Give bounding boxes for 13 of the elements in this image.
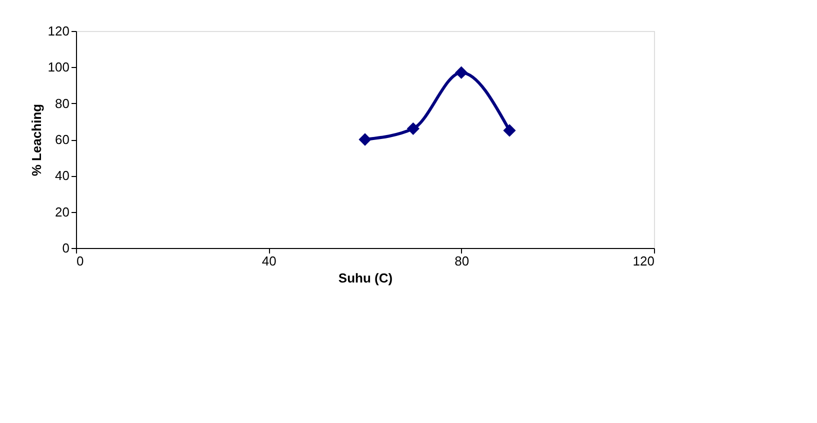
y-tick-label: 100 [48,60,70,75]
x-tick-label: 0 [76,254,84,268]
x-tick-label: 80 [454,254,470,268]
y-tick-label: 40 [55,168,70,184]
x-tick-label: 40 [262,254,276,268]
x-axis-title: Suhu (C) [338,270,393,286]
y-tick-label: 60 [55,132,70,147]
x-tick-label: 120 [632,254,654,268]
y-tick-label: 0 [62,240,70,256]
y-tick-label: 20 [55,204,70,220]
y-axis-title: % Leaching [28,104,44,176]
y-tick-label: 120 [48,24,70,38]
y-tick-label: 80 [55,96,70,111]
